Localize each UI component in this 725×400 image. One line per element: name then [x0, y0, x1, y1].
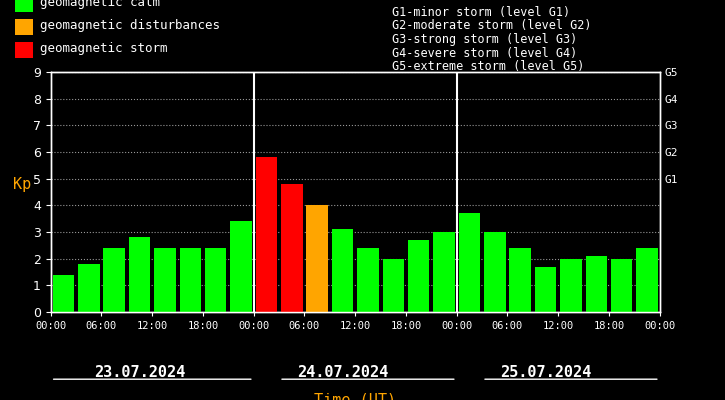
Bar [180, 248, 201, 312]
Bar [408, 240, 429, 312]
Bar [357, 248, 378, 312]
Bar [611, 259, 632, 312]
Text: 24.07.2024: 24.07.2024 [297, 365, 388, 380]
Text: G5-extreme storm (level G5): G5-extreme storm (level G5) [392, 60, 584, 74]
Bar [104, 248, 125, 312]
Bar [510, 248, 531, 312]
Text: G2-moderate storm (level G2): G2-moderate storm (level G2) [392, 20, 591, 32]
FancyBboxPatch shape [14, 20, 33, 35]
Bar [78, 264, 99, 312]
Text: 23.07.2024: 23.07.2024 [94, 365, 185, 380]
Bar [459, 213, 480, 312]
Bar [434, 232, 455, 312]
FancyBboxPatch shape [14, 42, 33, 58]
Bar [256, 157, 277, 312]
Bar [53, 275, 74, 312]
Text: G4-severe storm (level G4): G4-severe storm (level G4) [392, 47, 577, 60]
Bar [332, 229, 353, 312]
Bar [586, 256, 607, 312]
Bar [205, 248, 226, 312]
Bar [637, 248, 658, 312]
Bar [560, 259, 581, 312]
Bar [535, 267, 556, 312]
FancyBboxPatch shape [14, 0, 33, 12]
Text: geomagnetic calm: geomagnetic calm [40, 0, 160, 9]
Bar [281, 184, 302, 312]
Text: G1-minor storm (level G1): G1-minor storm (level G1) [392, 6, 570, 19]
Y-axis label: Kp: Kp [13, 177, 31, 192]
Text: 25.07.2024: 25.07.2024 [500, 365, 591, 380]
Bar [154, 248, 175, 312]
Text: geomagnetic disturbances: geomagnetic disturbances [40, 19, 220, 32]
Text: Time (UT): Time (UT) [314, 392, 397, 400]
Bar [484, 232, 505, 312]
Bar [307, 205, 328, 312]
Text: G3-strong storm (level G3): G3-strong storm (level G3) [392, 33, 577, 46]
Bar [231, 221, 252, 312]
Bar [129, 237, 150, 312]
Text: geomagnetic storm: geomagnetic storm [40, 42, 167, 55]
Bar [383, 259, 404, 312]
